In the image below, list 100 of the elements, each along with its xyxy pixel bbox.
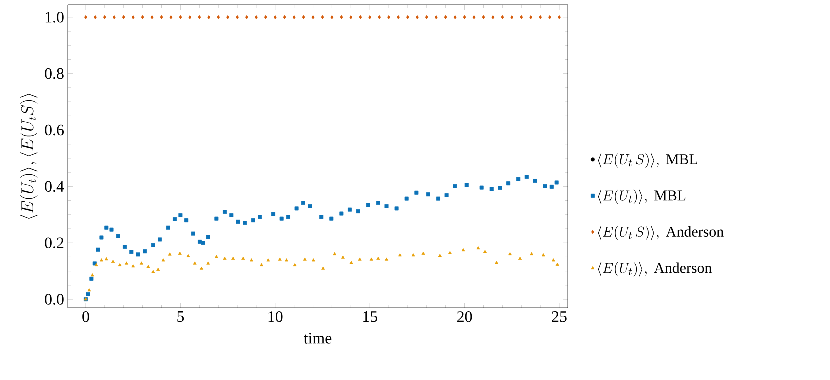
point <box>444 15 448 20</box>
point <box>406 15 410 20</box>
point <box>454 15 457 20</box>
point <box>483 250 487 254</box>
point <box>552 258 556 262</box>
y-tick-label: 1.0 <box>46 12 64 23</box>
point <box>510 15 514 20</box>
point <box>530 252 534 256</box>
point <box>278 258 282 261</box>
point <box>312 15 315 20</box>
point <box>141 15 144 20</box>
point <box>378 15 382 20</box>
point <box>193 262 197 265</box>
point <box>542 254 546 257</box>
legend-label: $\langle E(U_t)\rangle,\ \mathrm{Anderson}$ <box>598 262 712 277</box>
point <box>384 258 389 261</box>
point <box>132 264 136 268</box>
point <box>112 15 116 20</box>
point <box>179 15 182 20</box>
point <box>333 252 337 256</box>
point <box>103 15 106 20</box>
point <box>359 15 362 20</box>
x-axis-title: time <box>304 333 332 344</box>
point <box>84 15 88 20</box>
x-tick-label: 10 <box>268 312 283 322</box>
point <box>492 15 495 20</box>
point <box>520 15 524 20</box>
point <box>214 255 218 258</box>
point <box>501 15 504 20</box>
point <box>150 15 154 20</box>
legend-label: $\langle E(U_t\,S)\rangle,\ \mathrm{MBL}$ <box>598 154 698 168</box>
point <box>508 252 512 256</box>
point <box>530 15 533 20</box>
point <box>350 15 353 20</box>
point <box>170 15 173 20</box>
point <box>250 258 254 262</box>
point <box>264 15 268 20</box>
point <box>188 15 192 20</box>
point <box>156 268 160 272</box>
point <box>482 15 486 20</box>
point <box>398 254 402 257</box>
point <box>206 262 210 265</box>
point <box>104 257 108 261</box>
point <box>90 274 94 277</box>
point <box>350 261 354 264</box>
point <box>476 246 480 250</box>
point <box>283 15 286 20</box>
point <box>434 15 438 20</box>
point <box>548 15 552 20</box>
point <box>284 258 289 262</box>
point <box>245 15 249 20</box>
y-tick-label: 0.4 <box>45 181 64 192</box>
point <box>538 15 542 20</box>
x-tick-label: 0 <box>82 312 90 322</box>
point <box>556 262 560 266</box>
point <box>322 266 326 270</box>
point <box>198 15 202 20</box>
point <box>558 15 562 20</box>
point <box>232 256 236 260</box>
point <box>208 15 211 20</box>
point <box>254 15 258 20</box>
point <box>260 263 264 266</box>
point <box>368 15 372 20</box>
point <box>242 256 246 260</box>
point <box>132 15 135 20</box>
point <box>495 261 499 264</box>
point <box>341 256 345 259</box>
legend-label: $\langle E(U_t\,S)\rangle,\ \mathrm{Anderson}$ <box>598 226 724 240</box>
point <box>376 256 380 260</box>
point <box>88 288 92 292</box>
y-tick-label: 0.2 <box>45 238 64 249</box>
point <box>160 15 164 20</box>
point <box>94 15 98 20</box>
y-axis-title: $\langle E(U_t)\rangle, \langle E(U_tS)\rangle$ <box>20 94 38 220</box>
y-tick-label: 0.0 <box>45 294 64 305</box>
point <box>412 254 416 257</box>
point <box>140 262 144 265</box>
point <box>358 258 362 261</box>
point <box>321 15 324 20</box>
point <box>340 15 344 20</box>
point <box>462 248 466 252</box>
point <box>118 263 122 266</box>
point <box>293 263 297 266</box>
point <box>425 15 428 20</box>
point <box>422 252 426 255</box>
point <box>186 254 190 258</box>
point <box>236 15 240 20</box>
x-tick-label: 25 <box>552 312 567 322</box>
point <box>448 251 452 254</box>
point <box>387 15 391 20</box>
legend-label: $\langle E(U_t)\rangle,\ \mathrm{MBL}$ <box>598 190 686 204</box>
point <box>302 15 306 20</box>
point <box>396 15 400 20</box>
point <box>124 262 128 265</box>
point <box>472 15 476 20</box>
point <box>223 256 227 260</box>
point <box>303 258 307 261</box>
point <box>274 15 277 20</box>
y-tick-label: 0.6 <box>45 124 64 136</box>
point <box>112 260 116 264</box>
